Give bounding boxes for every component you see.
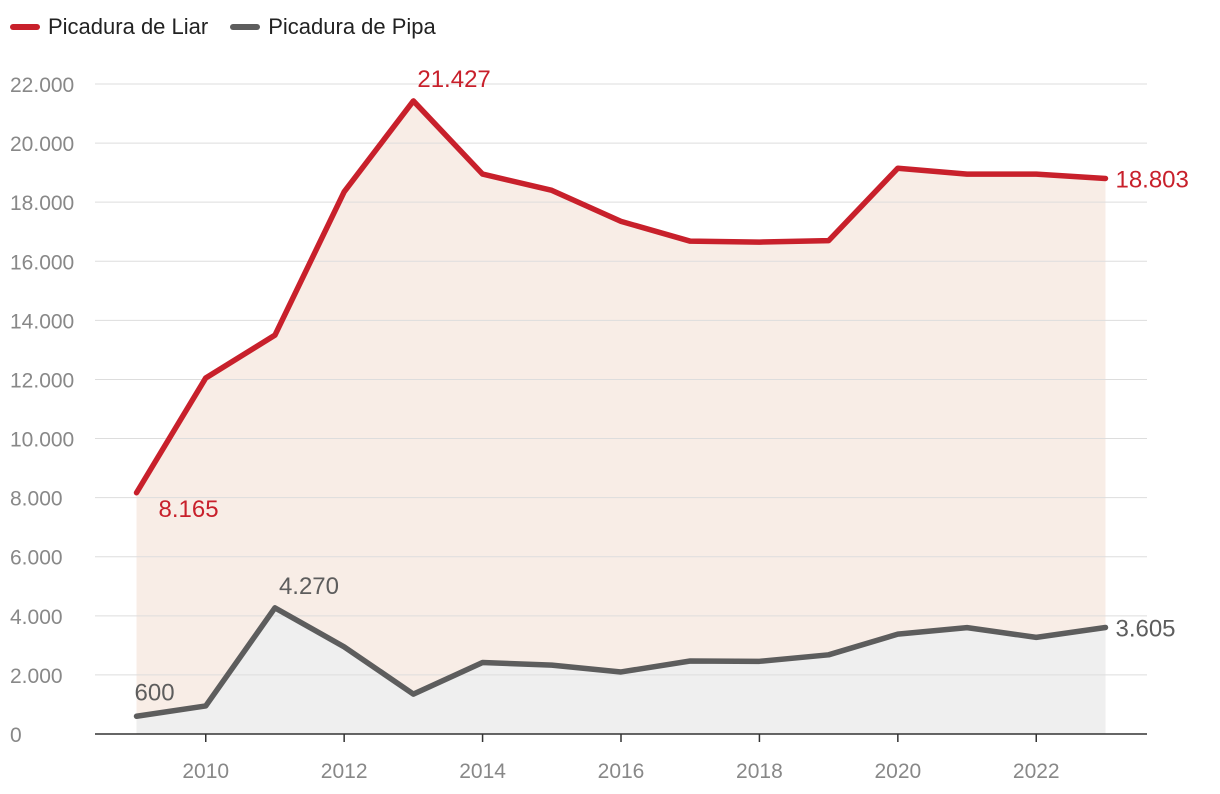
legend-label-pipa: Picadura de Pipa bbox=[268, 14, 436, 39]
x-tick-label: 2020 bbox=[874, 760, 921, 783]
area-fill-series-0 bbox=[136, 100, 1106, 734]
data-label: 600 bbox=[135, 679, 175, 706]
y-tick-label: 10.000 bbox=[10, 429, 74, 452]
y-tick-label: 6.000 bbox=[10, 547, 63, 570]
x-tick-label: 2022 bbox=[1013, 760, 1060, 783]
data-label: 8.165 bbox=[159, 496, 219, 523]
data-label: 4.270 bbox=[279, 573, 339, 600]
x-tick-label: 2010 bbox=[182, 760, 229, 783]
x-tick-label: 2016 bbox=[598, 760, 645, 783]
y-tick-label: 16.000 bbox=[10, 251, 74, 274]
data-label: 18.803 bbox=[1115, 166, 1188, 193]
x-tick-label: 2018 bbox=[736, 760, 783, 783]
area-fill-series-1 bbox=[136, 607, 1106, 734]
legend-swatch-pipa bbox=[230, 24, 261, 30]
legend-item-picadura-de-liar: Picadura de Liar bbox=[10, 14, 208, 40]
x-tick-label: 2012 bbox=[321, 760, 368, 783]
series-line-0 bbox=[133, 98, 1109, 496]
y-tick-label: 18.000 bbox=[10, 192, 74, 215]
y-tick-label: 12.000 bbox=[10, 369, 74, 392]
y-tick-label: 8.000 bbox=[10, 488, 63, 511]
series-line-1 bbox=[133, 605, 1109, 720]
y-tick-label: 0 bbox=[10, 724, 22, 747]
y-tick-label: 4.000 bbox=[10, 606, 63, 629]
legend: Picadura de Liar Picadura de Pipa bbox=[10, 14, 436, 40]
data-label: 3.605 bbox=[1115, 615, 1175, 642]
y-tick-label: 20.000 bbox=[10, 133, 74, 156]
y-tick-label: 14.000 bbox=[10, 310, 74, 333]
legend-label-liar: Picadura de Liar bbox=[48, 14, 209, 39]
y-tick-label: 2.000 bbox=[10, 665, 63, 688]
x-tick-label: 2014 bbox=[459, 760, 506, 783]
legend-item-picadura-de-pipa: Picadura de Pipa bbox=[230, 14, 436, 40]
data-label: 21.427 bbox=[417, 66, 490, 93]
legend-swatch-liar bbox=[10, 24, 40, 30]
y-tick-label: 22.000 bbox=[10, 74, 74, 97]
